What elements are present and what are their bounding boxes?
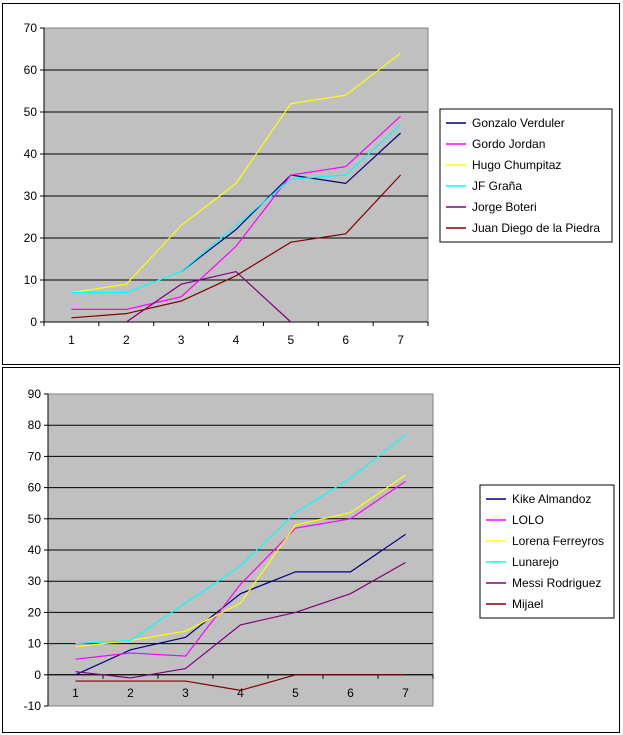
x-tick-label: 3 [182, 686, 189, 700]
legend-label: Gonzalo Verduler [472, 116, 565, 130]
x-tick-label: 4 [237, 686, 244, 700]
y-tick-label: 50 [24, 105, 38, 119]
legend-label: Mijael [512, 597, 543, 611]
x-tick-label: 5 [292, 686, 299, 700]
x-tick-label: 3 [178, 333, 185, 347]
y-tick-label: 0 [34, 668, 41, 682]
series-line-3 [71, 52, 401, 294]
x-tick-label: 7 [402, 686, 409, 700]
x-tick-label: 2 [127, 686, 134, 700]
y-tick-label: 50 [28, 512, 42, 526]
x-tick-label: 7 [397, 333, 404, 347]
chart-2-panel: -10 0 10 20 30 40 50 60 70 80 90 1 2 3 4 5 6 7 Kike Almand… [2, 367, 620, 733]
series-line-6 [75, 674, 406, 692]
y-tick-label: 90 [28, 387, 42, 401]
y-tick-label: 60 [28, 481, 42, 495]
legend-label: Hugo Chumpitaz [472, 158, 561, 172]
series-line-2 [71, 115, 401, 310]
series-line-4 [71, 124, 401, 294]
y-tick-label: -10 [24, 699, 42, 713]
y-tick-label: 80 [28, 418, 42, 432]
x-tick-label: 4 [233, 333, 240, 347]
legend-label: Lunarejo [512, 555, 559, 569]
x-tick-label: 5 [288, 333, 295, 347]
legend-label: Jorge Boteri [472, 200, 537, 214]
y-tick-label: 70 [24, 21, 38, 35]
y-tick-label: 60 [24, 63, 38, 77]
chart-1: 0 10 20 30 40 50 60 70 1 2 3 4 5 6 7 Gonzalo Verduler Go… [24, 21, 613, 347]
y-tick-label: 10 [24, 273, 38, 287]
x-tick-label: 2 [123, 333, 130, 347]
y-tick-label: 40 [24, 147, 38, 161]
y-tick-label: 20 [28, 605, 42, 619]
y-tick-label: 30 [28, 574, 42, 588]
y-tick-label: 40 [28, 543, 42, 557]
legend-label: Gordo Jordan [472, 137, 545, 151]
x-tick-label: 1 [72, 686, 79, 700]
legend-label: Kike Almandoz [512, 492, 591, 506]
series-line-5 [125, 270, 292, 323]
legend-label: Lorena Ferreyros [512, 534, 604, 548]
y-tick-label: 30 [24, 189, 38, 203]
legend-label: JF Graña [472, 179, 522, 193]
chart-2: -10 0 10 20 30 40 50 60 70 80 90 1 2 3 4 5 6 7 Kike Almand… [24, 387, 615, 713]
legend-box [439, 108, 613, 243]
series-line-5 [75, 561, 406, 679]
x-tick-label: 6 [342, 333, 349, 347]
legend-label: Juan Diego de la Piedra [472, 221, 600, 235]
y-tick-label: 10 [28, 637, 42, 651]
series-line-4 [75, 434, 406, 645]
series-line-2 [75, 480, 406, 660]
x-tick-label: 1 [68, 333, 75, 347]
plot-area [43, 27, 429, 323]
y-tick-label: 70 [28, 449, 42, 463]
series-line-1 [75, 533, 406, 676]
y-tick-label: 20 [24, 231, 38, 245]
series-line-6 [71, 174, 402, 319]
legend-label: LOLO [512, 513, 544, 527]
legend-label: Messi Rodriguez [512, 576, 601, 590]
legend-box [479, 484, 615, 619]
y-tick-label: 0 [30, 315, 37, 329]
x-tick-label: 6 [347, 686, 354, 700]
chart-1-panel: 0 10 20 30 40 50 60 70 1 2 3 4 5 6 7 Gonzalo Verduler Go… [2, 3, 620, 365]
